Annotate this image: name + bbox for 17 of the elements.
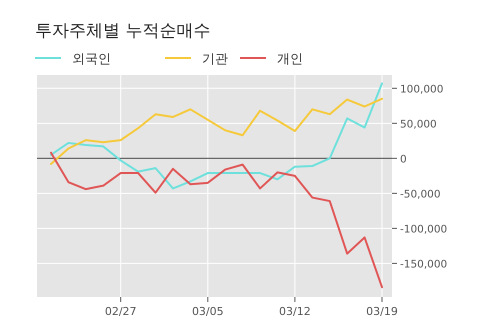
- y-tick-label: -150,000: [400, 258, 448, 270]
- x-tick-label: 03/05: [192, 305, 224, 318]
- line-series: [50, 98, 383, 165]
- y-tick-label: 100,000: [400, 83, 444, 96]
- x-tick-label: 02/27: [104, 305, 137, 318]
- y-tick-label: 50,000: [400, 118, 437, 130]
- legend-label: 기관: [202, 52, 228, 67]
- legend-label: 외국인: [72, 52, 111, 67]
- y-tick-label: 0: [400, 153, 407, 166]
- chart-title: 투자주체별 누적순매수: [35, 21, 210, 41]
- x-tick-label: 03/19: [366, 305, 398, 318]
- y-tick-label: -50,000: [400, 188, 441, 200]
- legend-label: 개인: [277, 52, 303, 67]
- line-series: [50, 152, 383, 288]
- y-tick-label: -100,000: [400, 223, 448, 236]
- line-series: [50, 82, 383, 190]
- x-tick-label: 03/12: [279, 305, 311, 318]
